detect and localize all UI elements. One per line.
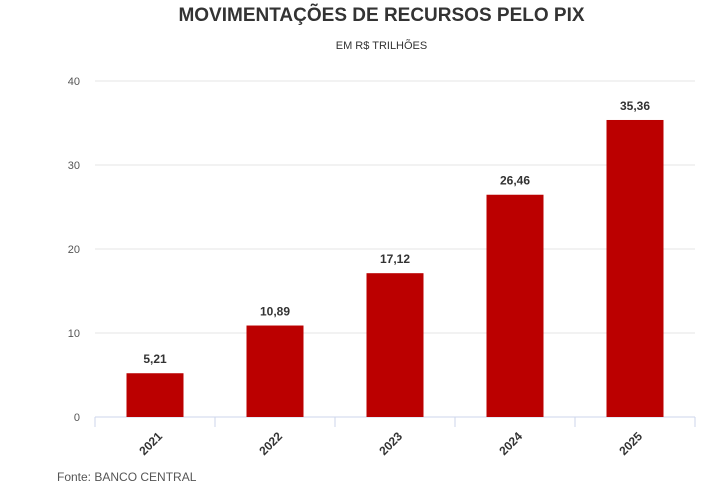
bar-2022	[246, 325, 304, 417]
bar-2025	[606, 119, 664, 417]
bar-2024	[486, 194, 544, 417]
bar-2023	[366, 273, 424, 417]
y-tick-label: 0	[74, 412, 80, 424]
data-label: 35,36	[620, 99, 650, 113]
x-tick-label: 2022	[256, 429, 285, 458]
y-tick-label: 30	[68, 160, 80, 172]
x-tick-label: 2021	[136, 429, 165, 458]
data-label: 17,12	[380, 252, 410, 266]
chart-title: MOVIMENTAÇÕES DE RECURSOS PELO PIX	[178, 5, 585, 26]
chart-subtitle: EM R$ TRILHÕES	[335, 40, 428, 52]
data-label: 26,46	[500, 174, 530, 188]
y-tick-label: 10	[68, 328, 80, 340]
data-label: 5,21	[143, 352, 167, 366]
x-tick-label: 2023	[376, 429, 405, 458]
x-tick-label: 2024	[496, 429, 525, 458]
bar-2021	[126, 373, 184, 417]
y-tick-label: 40	[68, 76, 80, 88]
x-tick-label: 2025	[616, 429, 645, 458]
source-note: Fonte: BANCO CENTRAL	[57, 470, 197, 484]
y-tick-label: 20	[68, 244, 80, 256]
data-label: 10,89	[260, 305, 290, 319]
